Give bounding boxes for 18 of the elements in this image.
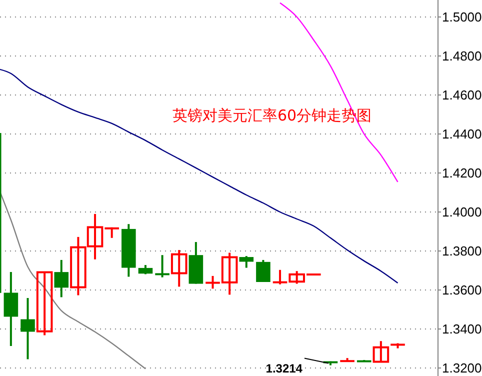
y-tick-label: 1.3200 [442,360,482,376]
y-tick-label: 1.3600 [442,282,482,298]
candlestick [138,264,153,276]
y-tick-label: 1.4800 [442,48,482,64]
candlestick [54,258,69,298]
y-tick-label: 1.4600 [442,88,482,103]
y-tick-label: 1.3400 [442,322,482,337]
y-tick-label: 1.3800 [442,244,482,259]
y-tick-label: 1.4400 [442,126,482,142]
candlestick [20,296,35,360]
y-tick-label: 1.5000 [442,10,482,25]
candlestick [256,258,270,283]
y-tick-label: 1.4000 [442,204,482,220]
y-tick-label: 1.4200 [442,166,482,181]
candlestick [155,254,170,278]
candlestick [239,255,254,269]
candlestick [4,271,18,347]
annotation: 1.3214 [266,361,303,376]
